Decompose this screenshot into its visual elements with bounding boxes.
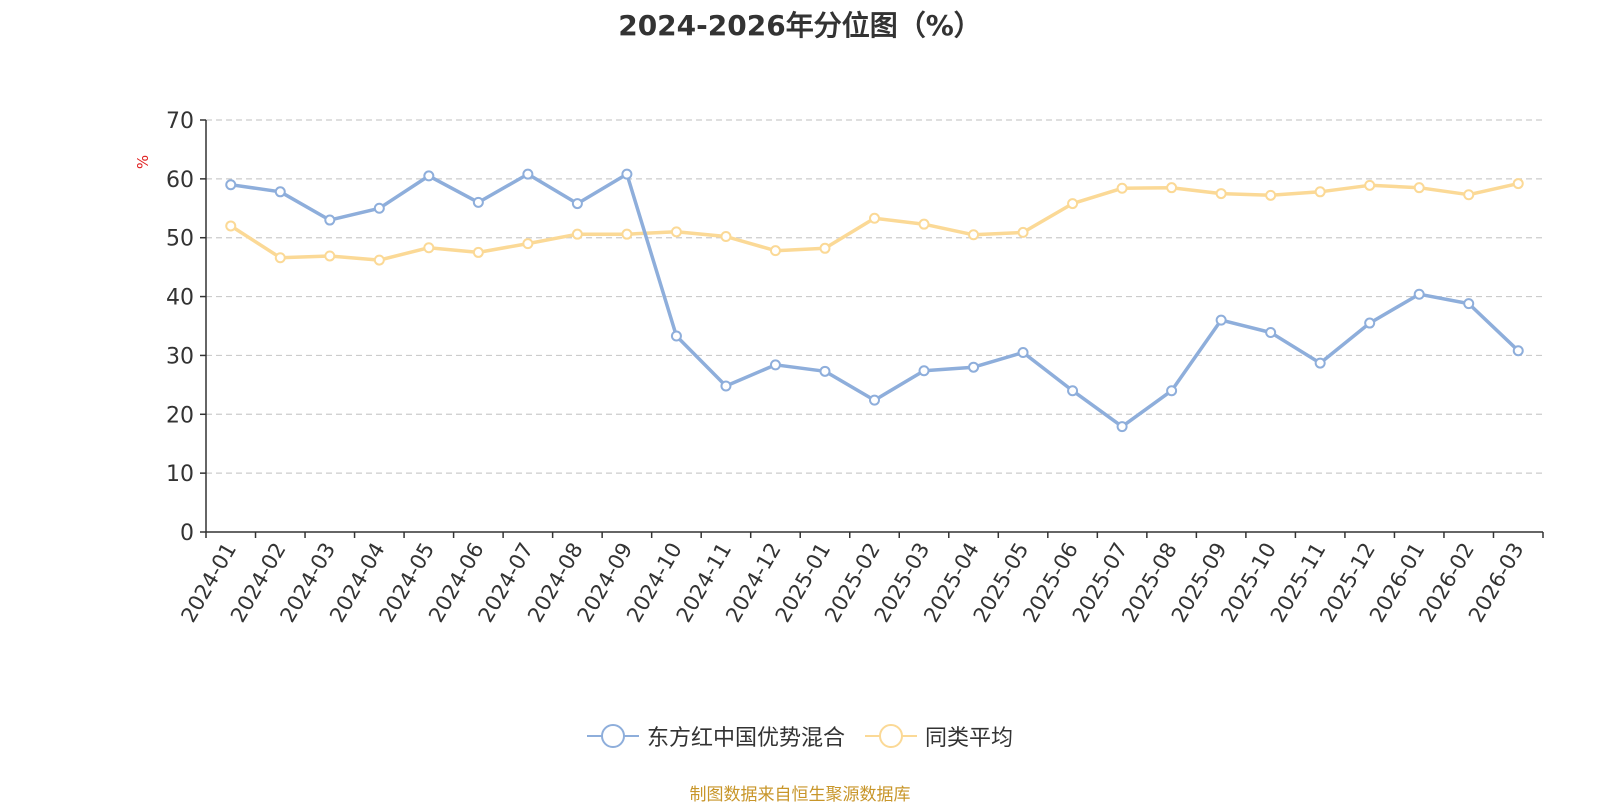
legend-label-fund: 东方红中国优势混合: [646, 726, 845, 751]
data-point: [1413, 288, 1425, 300]
y-tick-label: 20: [166, 403, 194, 428]
data-point: [1413, 182, 1425, 194]
data-point: [769, 245, 781, 257]
data-point: [1314, 357, 1326, 369]
y-tick-label: 50: [166, 227, 194, 252]
data-point: [423, 242, 435, 254]
data-point: [621, 228, 633, 240]
data-point: [869, 212, 880, 224]
y-tick-label: 70: [166, 109, 194, 134]
data-point: [472, 246, 484, 258]
data-point: [670, 330, 682, 342]
data-point: [274, 252, 286, 264]
y-axis-label: %: [134, 155, 152, 169]
data-point: [968, 361, 980, 373]
data-point: [324, 214, 336, 226]
data-point: [869, 394, 880, 406]
data-point: [571, 228, 583, 240]
data-point: [1166, 385, 1178, 397]
chart-title: 2024-2026年分位图（%）: [618, 9, 982, 42]
data-point: [1017, 346, 1029, 358]
data-point: [819, 242, 831, 254]
data-point: [225, 179, 237, 191]
y-tick-label: 0: [180, 521, 194, 546]
source-note: 制图数据来自恒生聚源数据库: [689, 785, 911, 805]
data-point: [1463, 298, 1475, 310]
data-point: [522, 238, 534, 250]
data-point: [1067, 198, 1079, 210]
data-point: [670, 226, 682, 238]
data-point: [1265, 189, 1277, 201]
data-point: [918, 365, 930, 377]
data-point: [423, 170, 435, 182]
data-point: [274, 186, 286, 198]
data-point: [769, 359, 781, 371]
data-point: [720, 231, 732, 243]
data-point: [918, 218, 930, 230]
data-point: [225, 220, 237, 232]
data-point: [1364, 179, 1376, 191]
data-point: [373, 202, 385, 214]
data-point: [1215, 314, 1227, 326]
y-tick-label: 10: [166, 462, 194, 487]
data-point: [1364, 317, 1376, 329]
data-point: [1463, 189, 1475, 201]
data-point: [373, 254, 385, 266]
data-point: [1512, 345, 1524, 357]
series-line: [230, 172, 1520, 429]
data-point: [720, 380, 732, 392]
y-tick-label: 30: [166, 344, 194, 369]
data-point: [324, 250, 336, 262]
data-point: [1166, 182, 1178, 194]
data-point: [1265, 326, 1277, 338]
data-point: [621, 168, 633, 180]
legend-item-fund[interactable]: 东方红中国优势混合: [586, 720, 845, 752]
data-point: [1215, 188, 1227, 200]
legend-marker-peer-average: [865, 724, 917, 748]
data-point: [1017, 226, 1029, 238]
data-point: [968, 229, 980, 241]
legend-item-peer-average[interactable]: 同类平均: [865, 720, 1013, 752]
legend-marker-fund: [586, 724, 639, 748]
y-tick-label: 60: [166, 168, 194, 193]
data-point: [1314, 186, 1326, 198]
legend-label-peer-average: 同类平均: [925, 726, 1014, 751]
data-point: [472, 196, 484, 208]
data-point: [522, 168, 534, 180]
legend: 东方红中国优势混合 同类平均: [0, 720, 1600, 752]
data-point: [1512, 178, 1524, 190]
data-point: [1116, 182, 1128, 194]
data-point: [819, 365, 831, 377]
data-point: [1067, 385, 1079, 397]
data-point: [571, 198, 583, 210]
y-tick-label: 40: [166, 286, 194, 311]
data-point: [1116, 421, 1128, 433]
